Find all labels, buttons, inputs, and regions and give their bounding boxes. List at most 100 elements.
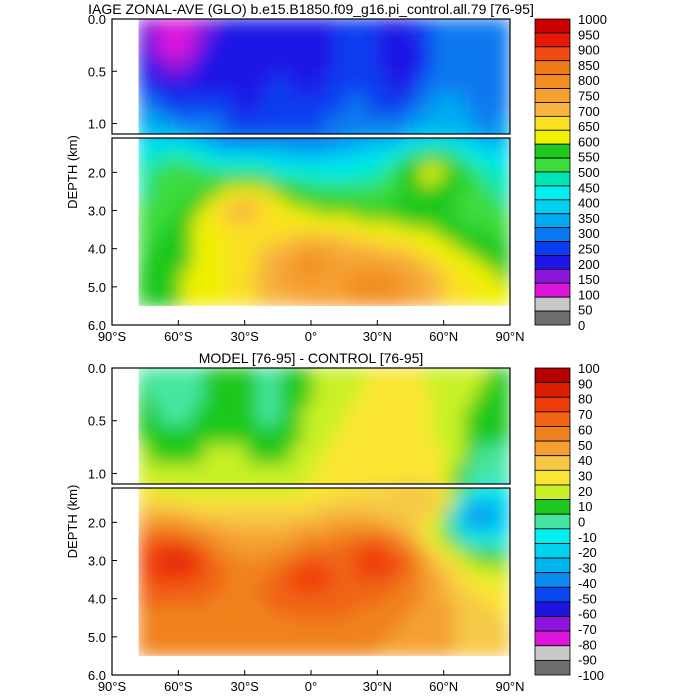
x-tick-label: 60°S (164, 679, 193, 694)
colorbar-label: 90 (578, 376, 592, 391)
colorbar-label: 30 (578, 468, 592, 483)
colorbar-swatch (534, 630, 571, 647)
colorbar-swatch (534, 241, 571, 256)
y-tick-label: 4.0 (88, 242, 106, 257)
panel-2: MODEL [76-95] - CONTROL [76-95] 90°S 60°S 3… (65, 350, 604, 694)
y-tick-label: 3.0 (88, 204, 106, 219)
colorbar-label: 10 (578, 499, 592, 514)
x-tick-label: 60°N (429, 679, 458, 694)
colorbar-swatch (534, 528, 571, 544)
colorbar-swatch (534, 469, 571, 486)
colorbar-swatch (534, 296, 571, 312)
colorbar-swatch (534, 171, 571, 187)
colorbar-label: 400 (578, 196, 600, 211)
colorbar-label: 550 (578, 150, 600, 165)
y-tick-label: 0.5 (88, 64, 106, 79)
colorbar-swatch (534, 513, 571, 530)
y-tick-label: 0.5 (88, 414, 106, 429)
colorbar-label: -30 (578, 561, 597, 576)
colorbar-label: 100 (578, 287, 600, 302)
colorbar-swatch (534, 645, 571, 661)
colorbar-label: 60 (578, 422, 592, 437)
colorbar-swatch (534, 255, 571, 270)
x-tick-label: 60°S (164, 329, 193, 344)
colorbar-swatch (534, 129, 571, 145)
y-tick-label: 2.0 (88, 165, 106, 180)
colorbar-label: 650 (578, 119, 600, 134)
colorbar-label: 600 (578, 134, 600, 149)
colorbar: 1000950900850800750700650600550500450400… (534, 12, 607, 333)
colorbar-swatch (534, 185, 571, 201)
x-tick-label: 30°S (230, 329, 259, 344)
y-tick-label: 5.0 (88, 630, 106, 645)
y-tick-label: 0.0 (88, 12, 106, 27)
chart-title: IAGE ZONAL-AVE (GLO) b.e15.B1850.f09_g16… (88, 1, 534, 17)
colorbar-swatch (534, 143, 571, 159)
x-tick-label: 90°N (495, 329, 524, 344)
colorbar-label: 200 (578, 257, 600, 272)
colorbar-label: -10 (578, 530, 597, 545)
x-tick-label: 90°S (98, 329, 127, 344)
y-tick-label: 1.0 (88, 117, 106, 132)
colorbar-swatch (534, 367, 571, 384)
y-tick-label: 5.0 (88, 280, 106, 295)
colorbar-label: 100 (578, 361, 600, 376)
colorbar-swatch (534, 60, 571, 76)
upper-frame (111, 367, 511, 485)
colorbar-swatch (534, 157, 571, 173)
y-axis-label: DEPTH (km) (65, 135, 80, 209)
colorbar-label: 0 (578, 515, 585, 530)
x-tick-label: 30°S (230, 679, 259, 694)
colorbar-swatch (534, 46, 571, 62)
x-tick-label: 30°N (363, 679, 392, 694)
colorbar-swatch (534, 601, 571, 617)
colorbar-swatch (534, 18, 571, 34)
x-tick-label: 60°N (429, 329, 458, 344)
colorbar: 1009080706050403020100-10-20-30-40-50-60… (534, 361, 604, 683)
colorbar-label: 750 (578, 89, 600, 104)
colorbar-swatch (534, 572, 571, 588)
colorbar-label: 450 (578, 180, 600, 195)
x-tick-label: 0° (305, 329, 317, 344)
y-tick-label: 6.0 (88, 318, 106, 333)
colorbar-label: 80 (578, 392, 592, 407)
colorbar-label: -20 (578, 545, 597, 560)
colorbar-label: 950 (578, 27, 600, 42)
colorbar-label: -60 (578, 607, 597, 622)
colorbar-swatch (534, 74, 571, 89)
colorbar-label: 20 (578, 484, 592, 499)
colorbar-swatch (534, 616, 571, 632)
land-mask (112, 368, 510, 675)
colorbar-swatch (534, 282, 571, 298)
colorbar-swatch (534, 382, 571, 398)
y-tick-label: 4.0 (88, 592, 106, 607)
colorbar-label: 850 (578, 58, 600, 73)
colorbar-label: 800 (578, 73, 600, 88)
y-axis-label: DEPTH (km) (65, 485, 80, 559)
colorbar-label: -40 (578, 576, 597, 591)
y-tick-label: 0.0 (88, 361, 106, 376)
colorbar-swatch (534, 484, 571, 500)
colorbar-swatch (534, 543, 571, 559)
y-tick-label: 2.0 (88, 515, 106, 530)
x-tick-label: 90°S (98, 679, 127, 694)
colorbar-label: 70 (578, 407, 592, 422)
colorbar-swatch (534, 557, 571, 574)
colorbar-label: 350 (578, 211, 600, 226)
colorbar-swatch (534, 268, 571, 284)
colorbar-swatch (534, 88, 571, 103)
y-tick-label: 6.0 (88, 668, 106, 683)
colorbar-swatch (534, 396, 571, 413)
colorbar-label: 700 (578, 104, 600, 119)
chart-title: MODEL [76-95] - CONTROL [76-95] (199, 350, 424, 366)
field (112, 368, 510, 675)
upper-frame (111, 18, 511, 135)
panel-1: IAGE ZONAL-AVE (GLO) b.e15.B1850.f09_g16… (65, 1, 607, 344)
colorbar-label: 0 (578, 318, 585, 333)
colorbar-label: -80 (578, 637, 597, 652)
colorbar-label: 900 (578, 43, 600, 58)
colorbar-swatch (534, 411, 571, 427)
x-tick-label: 0° (305, 679, 317, 694)
colorbar-swatch (534, 199, 571, 215)
